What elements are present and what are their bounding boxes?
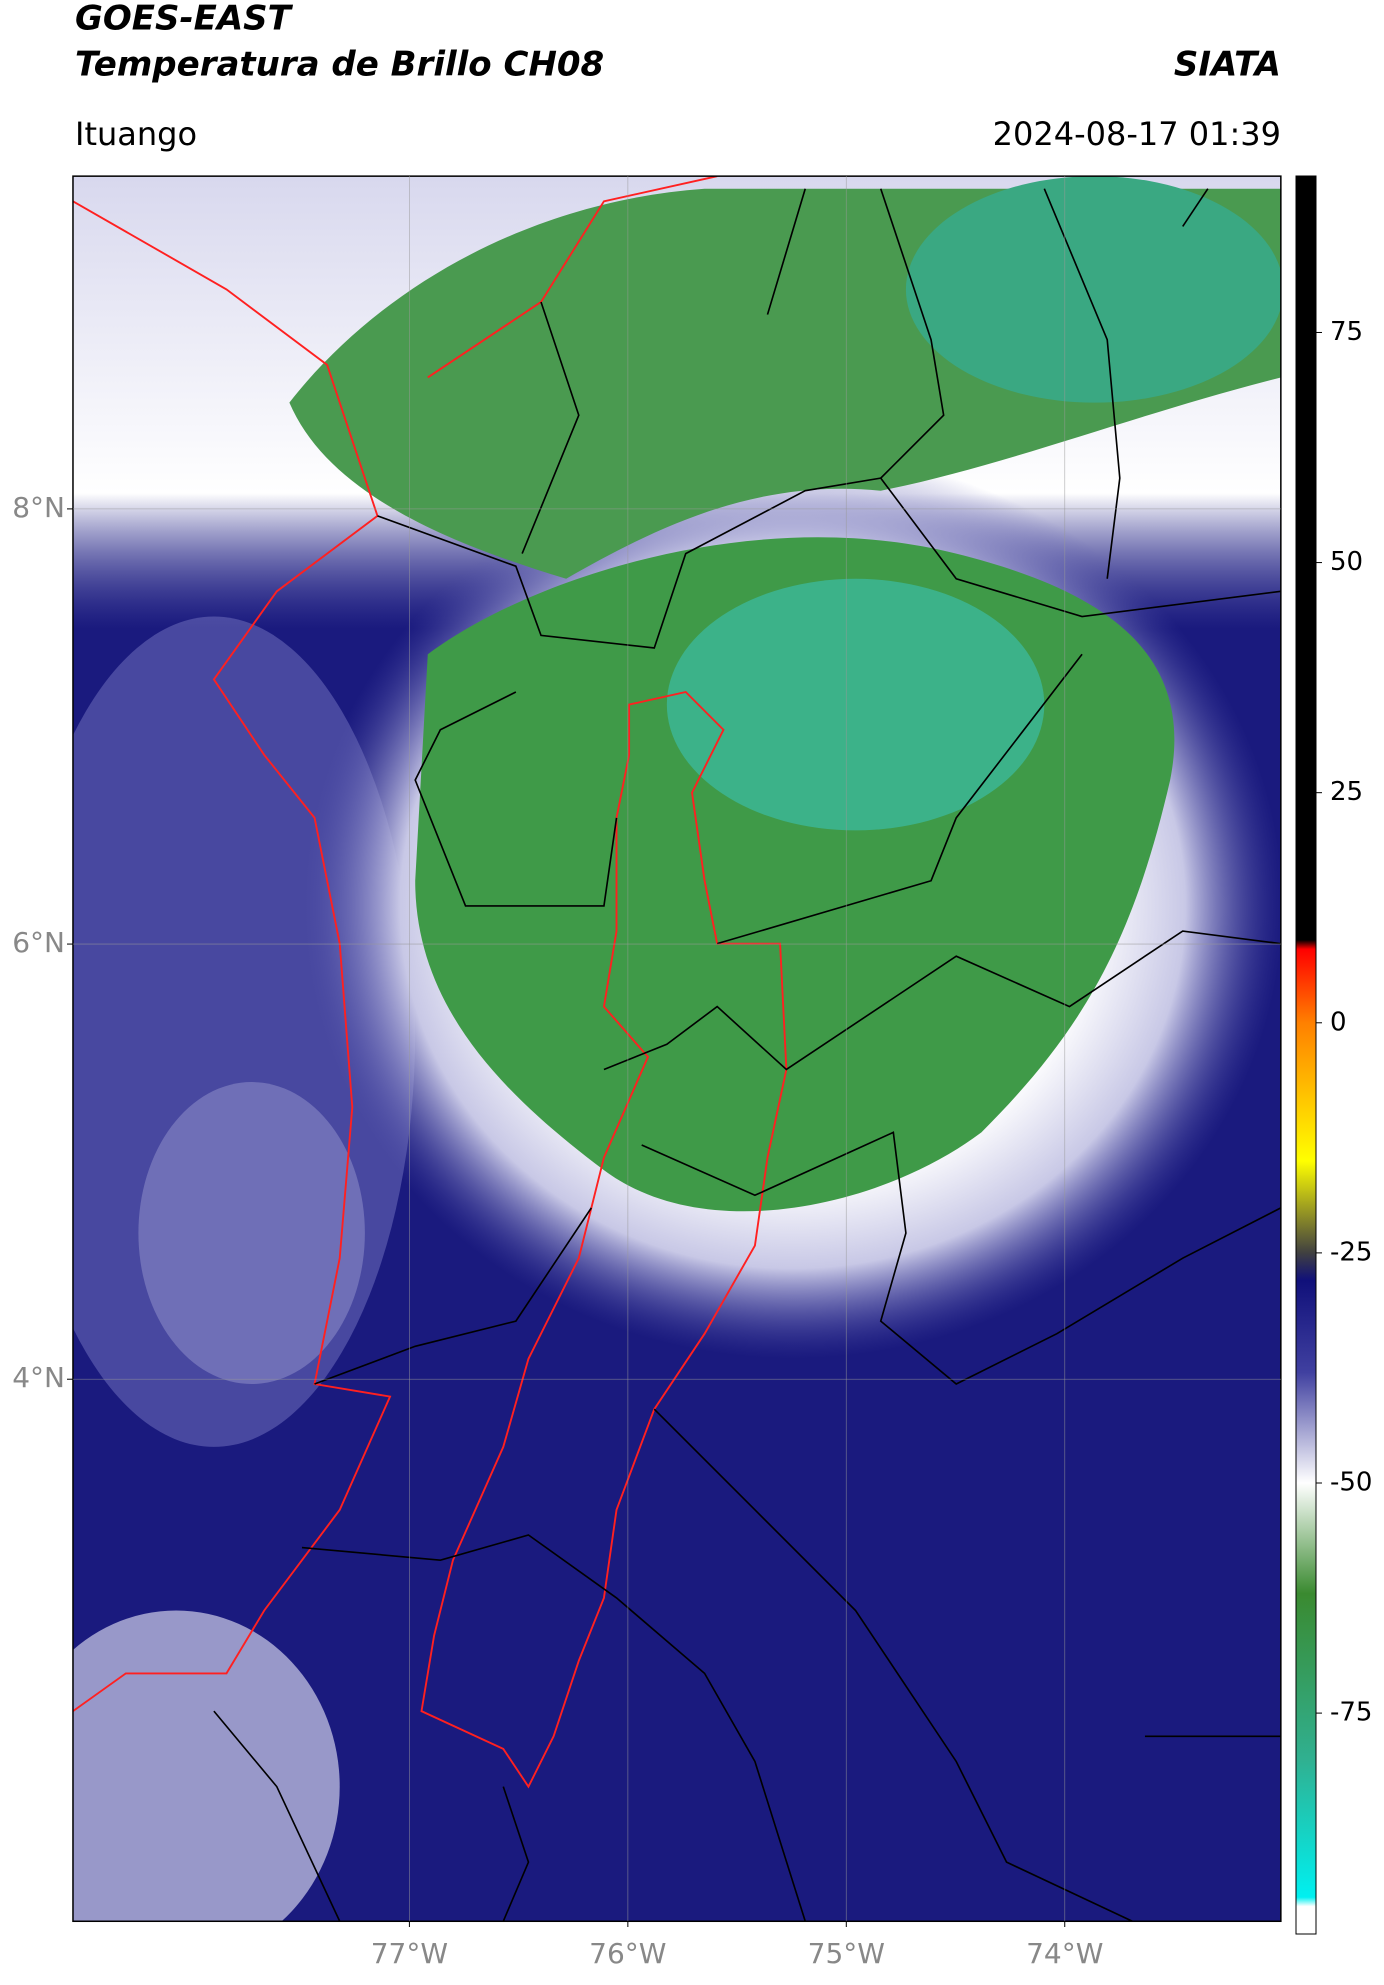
lon-label: 74°W (1026, 1937, 1103, 1970)
lon-label: 77°W (371, 1937, 448, 1970)
lon-label: 76°W (589, 1937, 666, 1970)
graticule: 8°N 6°N 4°N 77°W 76°W 75°W 74°W (12, 176, 1281, 1970)
map-imagery (72, 175, 1282, 1923)
colorbar (1295, 175, 1317, 1935)
colorbar-label: 0 (1330, 1007, 1347, 1037)
colorbar-label: -75 (1330, 1698, 1372, 1728)
timestamp: 2024-08-17 01:39 (993, 115, 1281, 153)
subtitle: Temperatura de Brillo CH08 (75, 45, 604, 85)
colorbar-label: 75 (1330, 317, 1363, 347)
colorbar-label: -25 (1330, 1237, 1372, 1267)
colorbar-label: 50 (1330, 547, 1363, 577)
lat-label: 8°N (12, 491, 65, 524)
colorbar-label: 25 (1330, 777, 1363, 807)
region: Ituango (75, 115, 197, 153)
lat-label: 6°N (12, 926, 65, 959)
colorbar-label: -50 (1330, 1467, 1372, 1497)
lat-label: 4°N (12, 1361, 65, 1394)
title: GOES-EAST (75, 0, 294, 39)
source: SIATA (1174, 45, 1281, 85)
lon-label: 75°W (808, 1937, 885, 1970)
